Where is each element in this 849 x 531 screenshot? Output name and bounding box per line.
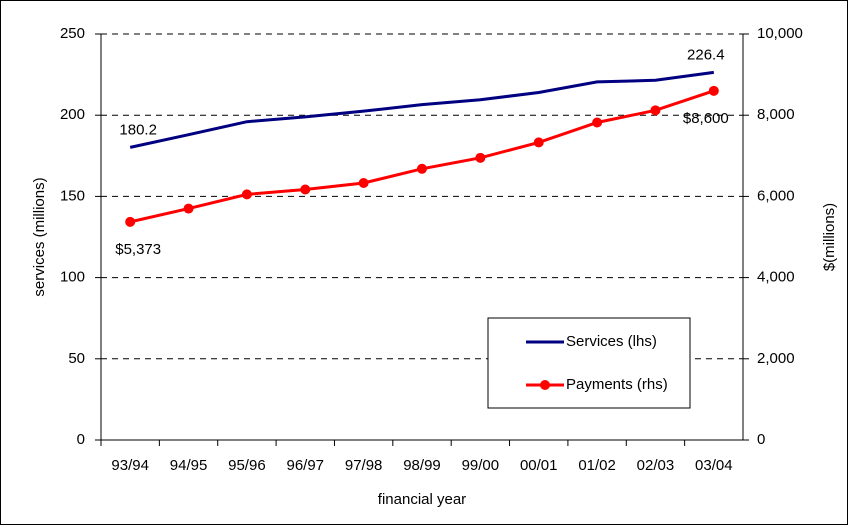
y2-tick-label: 4,000 bbox=[757, 269, 795, 286]
y-tick-label: 150 bbox=[60, 187, 85, 204]
point bbox=[300, 184, 311, 195]
x-tick-label: 99/00 bbox=[462, 457, 500, 474]
point bbox=[125, 216, 136, 227]
series-line bbox=[129, 70, 715, 149]
point bbox=[183, 203, 194, 214]
point bbox=[708, 85, 719, 96]
legend-marker bbox=[540, 380, 550, 390]
data-label: $8,600 bbox=[683, 110, 729, 127]
x-tick-label: 00/01 bbox=[520, 457, 558, 474]
y2-tick-label: 6,000 bbox=[757, 187, 795, 204]
data-label: 226.4 bbox=[687, 46, 725, 63]
y-tick-label: 50 bbox=[68, 350, 85, 367]
legend-label: Services (lhs) bbox=[566, 333, 657, 350]
point bbox=[475, 152, 486, 163]
data-label: $5,373 bbox=[115, 241, 161, 258]
point bbox=[358, 178, 369, 189]
y-tick-label: 100 bbox=[60, 269, 85, 286]
y2-tick-label: 0 bbox=[757, 431, 765, 448]
point bbox=[533, 137, 544, 148]
y2-tick-label: 8,000 bbox=[757, 106, 795, 123]
y-tick-label: 250 bbox=[60, 25, 85, 42]
y2-tick-label: 2,000 bbox=[757, 350, 795, 367]
y-axis-title: services (millions) bbox=[31, 177, 48, 296]
x-tick-label: 02/03 bbox=[637, 457, 675, 474]
legend-box bbox=[487, 317, 691, 409]
x-tick-label: 01/02 bbox=[578, 457, 616, 474]
x-tick-label: 94/95 bbox=[170, 457, 208, 474]
point bbox=[241, 189, 252, 200]
y-tick-label: 200 bbox=[60, 106, 85, 123]
x-tick-label: 96/97 bbox=[286, 457, 324, 474]
y-tick-label: 0 bbox=[77, 431, 85, 448]
data-label: 180.2 bbox=[119, 121, 157, 138]
y2-axis-title: $(millions) bbox=[821, 203, 838, 271]
x-tick-label: 03/04 bbox=[695, 457, 733, 474]
point bbox=[417, 163, 427, 174]
x-tick-label: 93/94 bbox=[111, 457, 149, 474]
x-tick-label: 97/98 bbox=[345, 457, 383, 474]
x-tick-label: 95/96 bbox=[228, 457, 266, 474]
y2-tick-label: 10,000 bbox=[757, 25, 803, 42]
point bbox=[650, 105, 661, 116]
legend-label: Payments (rhs) bbox=[566, 376, 668, 393]
point bbox=[592, 117, 603, 128]
x-axis-title: financial year bbox=[378, 491, 466, 508]
x-tick-label: 98/99 bbox=[403, 457, 441, 474]
